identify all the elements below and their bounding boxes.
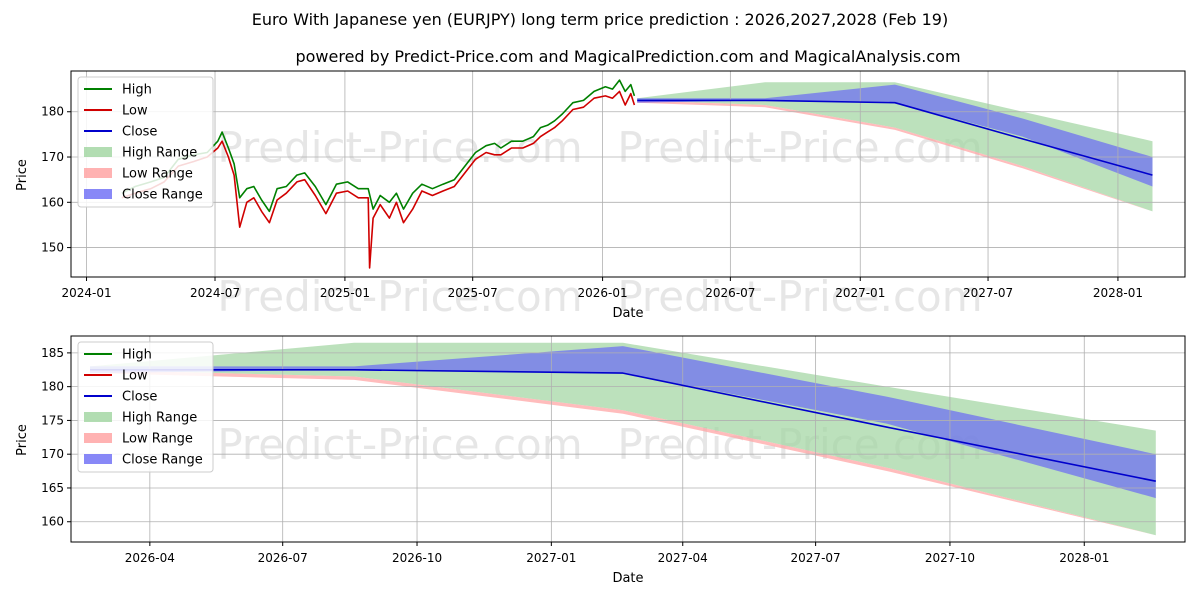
x-tick-label: 2024-07 [190,286,240,300]
x-tick-label: 2025-01 [320,286,370,300]
x-tick-label: 2025-07 [448,286,498,300]
legend-label: Close Range [122,453,203,468]
y-tick-label: 150 [41,241,64,255]
top-series-lines [121,79,1153,269]
legend-swatch [84,189,112,199]
top-grid [71,71,1185,277]
close-forecast-line [637,99,1153,176]
legend-label: High [122,348,152,363]
x-tick-label: 2027-04 [658,551,708,565]
watermark-text: Predict-Price.com [217,123,582,172]
legend-swatch [84,454,112,464]
x-tick-label: 2026-01 [578,286,628,300]
legend-label: Low Range [122,167,193,182]
x-tick-label: 2026-04 [125,551,175,565]
y-tick-label: 160 [41,195,64,209]
high-range-band [637,82,1153,212]
top-panel: Predict-Price.com Predict-Price.com Predic… [15,70,1186,321]
legend-label: Close [122,390,157,405]
top-plot-frame [70,70,1186,278]
legend-label: Low [122,104,148,119]
bottom-legend: High Low Close High Range Low Range Close Ran… [77,341,214,473]
y-tick-label: 185 [41,346,64,360]
chart-subtitle: powered by Predict-Price.com and Magical… [295,47,960,66]
bottom-plot-frame [70,335,1186,543]
top-x-axis-label: Date [612,306,643,321]
legend-label: High Range [122,146,197,161]
x-tick-label: 2027-01 [526,551,576,565]
close-range-band [637,84,1153,187]
legend-swatch [84,168,112,178]
x-tick-label: 2027-07 [963,286,1013,300]
x-tick-label: 2026-10 [392,551,442,565]
x-tick-label: 2028-01 [1059,551,1109,565]
y-tick-label: 170 [41,150,64,164]
legend-label: Close [122,125,157,140]
legend-label: Close Range [122,188,203,203]
x-tick-label: 2027-07 [791,551,841,565]
bottom-grid [71,336,1185,542]
low-price-line [121,90,636,269]
legend-swatch [84,412,112,422]
x-tick-label: 2026-07 [705,286,755,300]
close-forecast-line [90,368,1156,482]
top-y-axis-label: Price [15,159,30,191]
high-range-band [90,342,1156,536]
x-tick-label: 2024-01 [61,286,111,300]
watermark-text: Predict-Price.com [217,420,582,469]
top-legend: High Low Close High Range Low Range Close Ran… [77,76,214,208]
bottom-x-axis-label: Date [612,571,643,586]
close-range-band [90,346,1156,499]
y-tick-label: 170 [41,447,64,461]
watermark-text: Predict-Price.com [217,272,582,321]
legend-label: Low [122,369,148,384]
top-axis-ticks: 2024-01 2024-07 2025-01 2025-07 2026-01 2026-… [41,105,1143,300]
y-tick-label: 180 [41,105,64,119]
legend-label: High [122,83,152,98]
top-range-bands [637,82,1153,212]
chart-title: Euro With Japanese yen (EURJPY) long ter… [252,10,948,29]
bottom-y-axis-label: Price [15,424,30,456]
x-tick-label: 2026-07 [258,551,308,565]
y-tick-label: 175 [41,413,64,427]
legend-label: High Range [122,411,197,426]
x-tick-label: 2028-01 [1093,286,1143,300]
legend-label: Low Range [122,432,193,447]
legend-swatch [84,147,112,157]
x-tick-label: 2027-01 [835,286,885,300]
bottom-series-lines [90,368,1156,482]
x-tick-label: 2027-10 [925,551,975,565]
high-price-line [121,79,636,213]
y-tick-label: 160 [41,515,64,529]
y-tick-label: 180 [41,380,64,394]
bottom-axis-ticks: 2026-04 2026-07 2026-10 2027-01 2027-04 2027-… [41,346,1109,565]
legend-swatch [84,433,112,443]
watermark-text: Predict-Price.com [617,272,982,321]
bottom-range-bands [90,342,1156,536]
y-tick-label: 165 [41,481,64,495]
